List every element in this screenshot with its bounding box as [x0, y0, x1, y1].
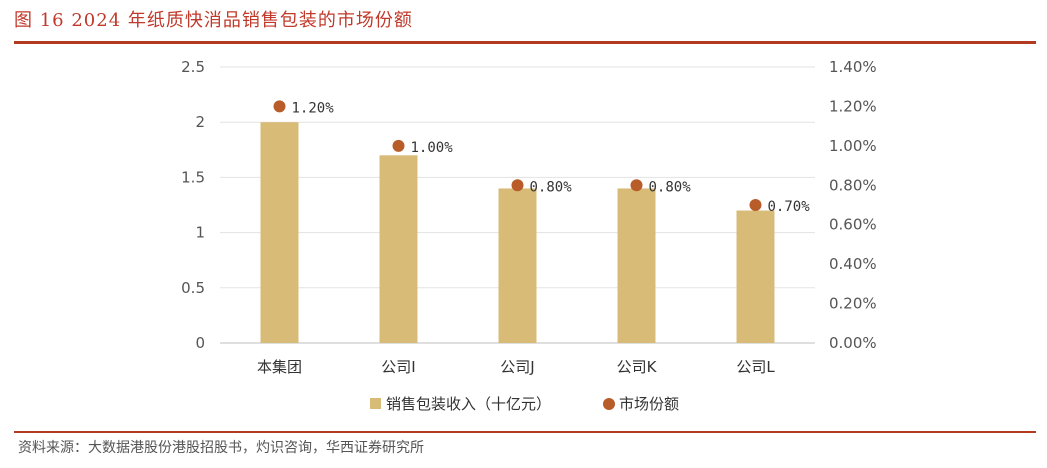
y2-tick-label: 0.40%	[829, 255, 877, 273]
y2-tick-label: 0.60%	[829, 216, 877, 234]
title-rule	[14, 41, 1036, 44]
y2-tick-label: 0.00%	[829, 334, 877, 352]
x-tick-label: 本集团	[257, 358, 302, 376]
figure-title: 图 16 2024 年纸质快消品销售包装的市场份额	[14, 10, 413, 31]
y2-tick-label: 0.20%	[829, 295, 877, 313]
bottom-rule	[14, 431, 1036, 433]
y2-tick-label: 0.80%	[829, 176, 877, 194]
bar	[498, 188, 537, 343]
bar	[379, 155, 418, 343]
legend-label-bar: 销售包装收入（十亿元）	[386, 395, 551, 413]
data-label: 0.80%	[649, 179, 692, 195]
share-point	[630, 179, 643, 192]
x-tick-label: 公司J	[500, 358, 534, 376]
y-tick-label: 2	[195, 113, 205, 131]
x-tick-label: 公司I	[381, 358, 415, 376]
y-tick-label: 1	[195, 224, 205, 242]
x-tick-label: 公司K	[617, 358, 658, 376]
share-point	[749, 199, 762, 211]
y2-tick-label: 1.20%	[829, 97, 877, 115]
y-tick-label: 0	[195, 334, 205, 352]
share-point	[273, 100, 286, 113]
y2-tick-label: 1.40%	[829, 58, 877, 76]
share-point	[392, 139, 405, 152]
data-label: 1.00%	[411, 140, 454, 156]
x-tick-label: 公司L	[736, 358, 775, 376]
source-note: 资料来源：大数据港股份港股招股书，灼识咨询，华西证券研究所	[18, 440, 424, 456]
legend-label-point: 市场份额	[619, 395, 679, 413]
y-tick-label: 1.5	[181, 168, 205, 186]
data-label: 0.80%	[530, 179, 573, 195]
bar	[617, 188, 656, 343]
share-point	[511, 179, 524, 192]
y-tick-label: 2.5	[181, 58, 205, 76]
data-label: 0.70%	[768, 199, 811, 215]
legend-swatch-bar	[370, 398, 381, 409]
data-label: 1.20%	[292, 100, 335, 116]
bar	[736, 210, 775, 343]
bar	[260, 122, 299, 343]
legend-swatch-point	[603, 398, 615, 410]
y2-tick-label: 1.00%	[829, 137, 877, 155]
y-tick-label: 0.5	[181, 279, 205, 297]
